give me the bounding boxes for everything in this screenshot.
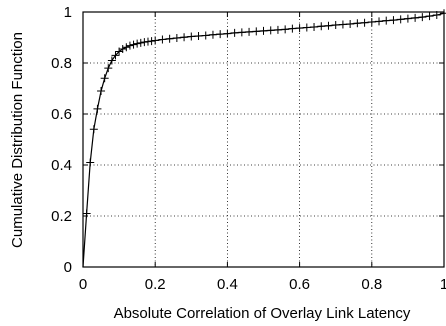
data-point-marker	[259, 26, 268, 35]
x-tick-label: 1	[440, 276, 446, 293]
data-point-marker	[403, 14, 412, 23]
data-point-marker	[396, 15, 405, 24]
data-point-marker	[252, 27, 261, 36]
data-point-marker	[302, 23, 311, 32]
data-point-marker	[382, 16, 391, 25]
data-point-marker	[353, 19, 362, 28]
x-tick-label: 0.6	[289, 276, 310, 293]
cdf-series-line	[82, 12, 445, 268]
data-point-marker	[194, 31, 203, 40]
data-point-marker	[245, 27, 254, 36]
grid-lines	[83, 12, 444, 267]
data-point-marker	[230, 28, 239, 37]
data-point-marker	[140, 38, 149, 47]
y-axis-title: Cumulative Distribution Function	[9, 32, 26, 248]
data-point-marker	[288, 24, 297, 33]
data-point-marker	[187, 32, 196, 41]
data-point-marker	[346, 19, 355, 28]
data-point-marker	[122, 43, 131, 52]
y-tick-label: 0	[64, 259, 72, 276]
data-point-marker	[223, 29, 232, 38]
data-point-marker	[317, 22, 326, 31]
data-point-marker	[147, 37, 156, 46]
data-point-marker	[143, 37, 152, 46]
data-point-marker	[93, 104, 102, 113]
data-point-marker	[367, 17, 376, 26]
axis-ticks	[82, 11, 445, 268]
data-point-marker	[440, 9, 446, 18]
data-point-marker	[216, 30, 225, 39]
x-tick-labels: 0 0.2 0.4 0.6 0.8 1	[79, 276, 446, 293]
data-point-marker	[310, 23, 319, 32]
x-tick-label: 0	[79, 276, 87, 293]
data-point-marker	[107, 56, 116, 65]
data-point-marker	[208, 30, 217, 39]
data-point-marker	[281, 25, 290, 34]
data-point-marker	[125, 41, 134, 50]
data-point-marker	[180, 33, 189, 42]
data-point-marker	[136, 38, 145, 47]
data-point-marker	[237, 28, 246, 37]
y-tick-label: 1	[64, 4, 72, 21]
x-tick-label: 0.4	[217, 276, 238, 293]
data-point-marker	[129, 40, 138, 49]
x-tick-label: 0.2	[145, 276, 166, 293]
x-tick-label: 0.8	[361, 276, 382, 293]
data-point-marker	[133, 39, 142, 48]
y-tick-labels: 0 0.2 0.4 0.6 0.8 1	[51, 4, 72, 276]
data-point-marker	[338, 20, 347, 29]
data-point-marker	[295, 24, 304, 33]
data-point-marker	[273, 25, 282, 34]
data-point-marker	[158, 35, 167, 44]
cdf-markers	[82, 9, 446, 218]
data-point-marker	[111, 51, 120, 60]
data-point-marker	[360, 18, 369, 27]
y-tick-label: 0.6	[51, 106, 72, 123]
data-point-marker	[411, 13, 420, 22]
data-point-marker	[331, 21, 340, 30]
data-point-marker	[151, 36, 160, 45]
x-axis-title: Absolute Correlation of Overlay Link Lat…	[114, 305, 411, 322]
data-point-marker	[118, 44, 127, 53]
y-tick-label: 0.2	[51, 208, 72, 225]
data-point-marker	[324, 21, 333, 30]
data-point-marker	[432, 11, 441, 20]
data-point-marker	[89, 125, 98, 134]
data-point-marker	[389, 16, 398, 25]
data-point-marker	[172, 34, 181, 43]
y-tick-label: 0.8	[51, 55, 72, 72]
data-point-marker	[375, 17, 384, 26]
data-point-marker	[425, 12, 434, 21]
data-point-marker	[86, 158, 95, 167]
data-point-marker	[100, 74, 109, 83]
data-point-marker	[82, 209, 91, 218]
data-point-marker	[418, 13, 427, 22]
data-point-marker	[201, 31, 210, 40]
y-tick-label: 0.4	[51, 157, 72, 174]
data-point-marker	[104, 64, 113, 73]
data-point-marker	[266, 26, 275, 35]
data-point-marker	[97, 87, 106, 96]
plot-frame	[82, 11, 445, 268]
data-point-marker	[165, 34, 174, 43]
